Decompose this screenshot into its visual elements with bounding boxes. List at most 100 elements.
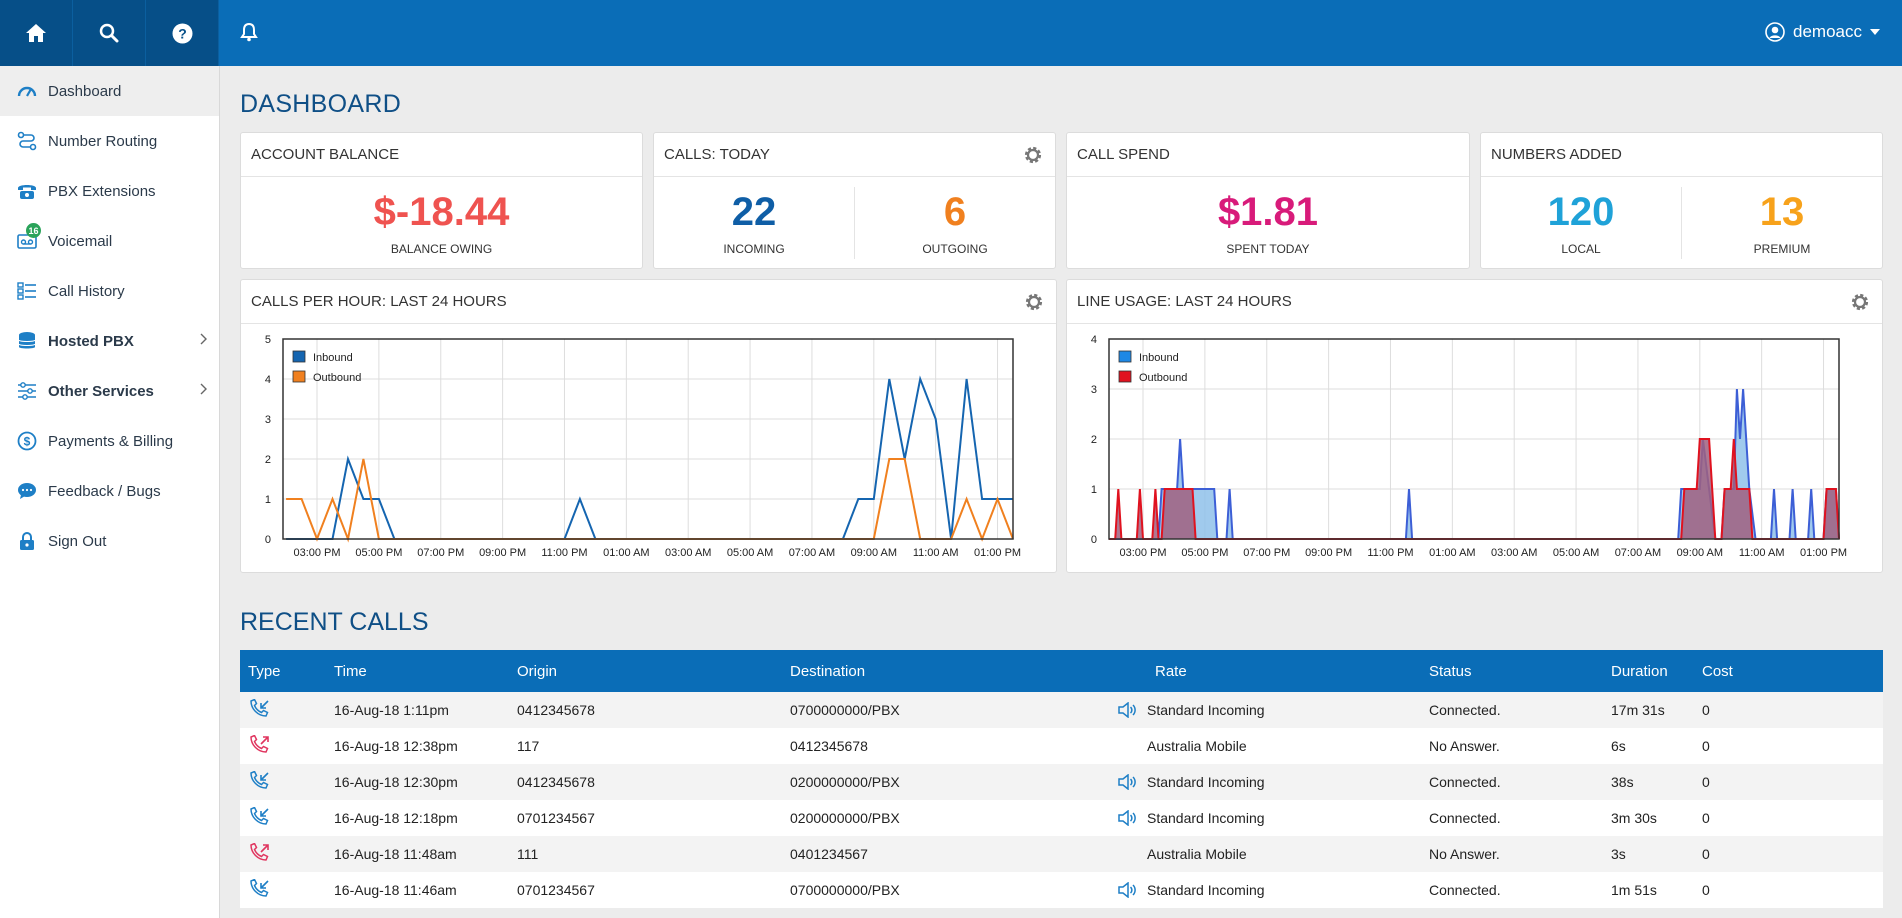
legend-swatch	[1118, 370, 1132, 383]
call-duration: 1m 51s	[1603, 872, 1694, 908]
table-row[interactable]: 16-Aug-18 11:48am 111 0401234567 Australia …	[240, 836, 1883, 872]
sidebar-item-number-routing[interactable]: Number Routing	[0, 116, 219, 166]
speaker-icon[interactable]	[1117, 809, 1137, 829]
bell-icon	[240, 22, 258, 42]
gear-icon[interactable]	[1023, 145, 1043, 165]
column-header[interactable]: Duration	[1603, 650, 1694, 692]
help-button[interactable]: ?	[146, 0, 219, 66]
column-header[interactable]: Destination	[782, 650, 1147, 692]
x-tick-label: 07:00 PM	[417, 547, 464, 559]
recent-calls-table: Type Time Origin Destination Rate Status…	[240, 650, 1883, 908]
gear-icon[interactable]	[1850, 292, 1870, 312]
incoming-call-icon	[248, 878, 270, 902]
call-type-cell	[240, 836, 326, 872]
call-cost: 0	[1694, 764, 1883, 800]
plot-frame	[282, 338, 1014, 540]
sidebar-item-hosted-pbx[interactable]: Hosted PBX	[0, 316, 219, 366]
call-rate-cell: Australia Mobile	[1147, 728, 1421, 764]
call-rate: Standard Incoming	[1147, 774, 1265, 790]
sidebar-item-pbx-extensions[interactable]: PBX Extensions	[0, 166, 219, 216]
y-tick-label: 2	[1091, 434, 1097, 446]
sidebar-item-label: Dashboard	[48, 82, 122, 100]
sidebar-item-dashboard[interactable]: Dashboard	[0, 66, 219, 116]
table-row[interactable]: 16-Aug-18 12:38pm 117 0412345678 Australia …	[240, 728, 1883, 764]
call-duration: 38s	[1603, 764, 1694, 800]
call-rate: Standard Incoming	[1147, 882, 1265, 898]
column-header[interactable]: Status	[1421, 650, 1603, 692]
card-title: CALL SPEND	[1067, 133, 1469, 177]
legend-label: Inbound	[1139, 352, 1179, 364]
speaker-icon[interactable]	[1117, 701, 1137, 721]
call-rate-cell: Standard Incoming	[1118, 764, 1421, 800]
column-header[interactable]: Time	[326, 650, 509, 692]
premium-label: PREMIUM	[1753, 242, 1811, 256]
call-time: 16-Aug-18 12:38pm	[326, 728, 509, 764]
table-row[interactable]: 16-Aug-18 11:46am 0701234567 0700000000/PB…	[240, 872, 1883, 908]
x-tick-label: 07:00 PM	[1243, 547, 1290, 559]
call-duration: 3m 30s	[1603, 800, 1694, 836]
call-rate-cell: Australia Mobile	[1147, 836, 1421, 872]
call-rate: Australia Mobile	[1147, 738, 1247, 754]
home-button[interactable]	[0, 0, 73, 66]
table-row[interactable]: 16-Aug-18 12:30pm 0412345678 0200000000/PB…	[240, 764, 1883, 800]
call-spend-card: CALL SPEND $1.81 SPENT TODAY	[1066, 132, 1470, 269]
outgoing-calls-value: 6	[943, 190, 967, 234]
search-button[interactable]	[73, 0, 146, 66]
x-tick-label: 03:00 AM	[665, 547, 711, 559]
table-row[interactable]: 16-Aug-18 12:18pm 0701234567 0200000000/PB…	[240, 800, 1883, 836]
sidebar-item-feedback-bugs[interactable]: Feedback / Bugs	[0, 466, 219, 516]
call-origin: 111	[509, 836, 782, 872]
call-rate-cell: Standard Incoming	[1118, 872, 1421, 908]
recent-calls-title: RECENT CALLS	[240, 608, 429, 636]
sidebar-item-call-history[interactable]: Call History	[0, 266, 219, 316]
notifications-button[interactable]	[240, 22, 258, 47]
call-origin: 0701234567	[509, 800, 782, 836]
calls-today-card: CALLS: TODAY 22 INCOMING 6 OUTGOING	[653, 132, 1056, 269]
chart-title: LINE USAGE: LAST 24 HOURS	[1077, 293, 1292, 310]
y-tick-label: 4	[1091, 334, 1097, 346]
user-menu[interactable]: demoacc	[1765, 22, 1880, 42]
speaker-icon[interactable]	[1117, 773, 1137, 793]
outgoing-call-icon	[248, 842, 270, 866]
voicemail-icon: 16	[16, 223, 41, 252]
sliders-icon	[16, 380, 38, 402]
x-tick-label: 09:00 PM	[1305, 547, 1352, 559]
call-destination: 0700000000/PBX	[782, 872, 1147, 908]
call-cost: 0	[1694, 692, 1883, 728]
card-title: LINE USAGE: LAST 24 HOURS	[1067, 280, 1882, 324]
column-header[interactable]: Type	[240, 650, 326, 692]
plot-frame	[1108, 338, 1840, 540]
local-numbers-value: 120	[1547, 190, 1615, 234]
x-tick-label: 09:00 AM	[851, 547, 897, 559]
table-header-row: Type Time Origin Destination Rate Status…	[240, 650, 1883, 692]
call-rate: Standard Incoming	[1147, 810, 1265, 826]
sidebar-item-other-services[interactable]: Other Services	[0, 366, 219, 416]
column-header[interactable]: Origin	[509, 650, 782, 692]
sidebar-item-label: Feedback / Bugs	[48, 482, 161, 500]
routing-icon	[16, 130, 38, 152]
sidebar-item-sign-out[interactable]: Sign Out	[0, 516, 219, 566]
call-status: Connected.	[1421, 764, 1603, 800]
line-usage-card: LINE USAGE: LAST 24 HOURS 0 1 2 3 4 03:00 PM 0…	[1066, 279, 1883, 573]
column-header[interactable]: Cost	[1694, 650, 1883, 692]
chart-title: CALLS PER HOUR: LAST 24 HOURS	[251, 293, 507, 310]
speaker-icon[interactable]	[1117, 881, 1137, 901]
y-tick-label: 2	[265, 454, 271, 466]
table-row[interactable]: 16-Aug-18 1:11pm 0412345678 0700000000/PBX…	[240, 692, 1883, 728]
chat-icon	[16, 480, 38, 502]
database-icon	[16, 330, 38, 352]
sidebar-item-label: Call History	[48, 282, 125, 300]
sidebar-item-voicemail[interactable]: 16 Voicemail	[0, 216, 219, 266]
sidebar-item-payments-billing[interactable]: $ Payments & Billing	[0, 416, 219, 466]
y-tick-label: 3	[265, 414, 271, 426]
column-header[interactable]: Rate	[1147, 650, 1421, 692]
gear-icon[interactable]	[1024, 292, 1044, 312]
x-tick-label: 03:00 AM	[1491, 547, 1537, 559]
call-rate-cell: Standard Incoming	[1118, 692, 1421, 728]
help-icon: ?	[172, 23, 192, 43]
x-tick-label: 07:00 AM	[789, 547, 835, 559]
svg-text:$: $	[24, 435, 31, 449]
sidebar: Dashboard Number Routing PBX Extensions …	[0, 66, 220, 918]
x-tick-label: 01:00 AM	[1429, 547, 1475, 559]
series-line-outbound	[286, 458, 1014, 543]
